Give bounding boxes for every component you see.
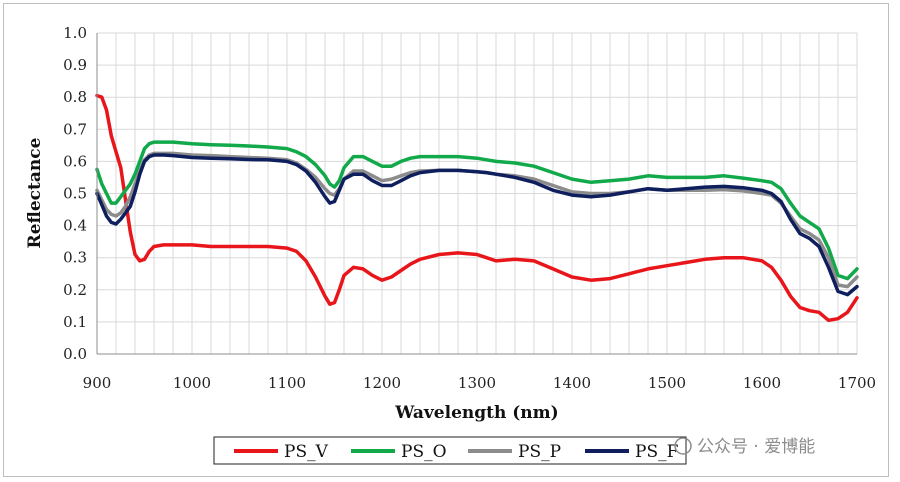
y-tick-label: 0.7 <box>63 120 87 138</box>
y-tick-label: 0.0 <box>63 345 87 363</box>
legend-label: PS_P <box>518 442 561 462</box>
watermark-left-logo: ic° <box>4 460 24 478</box>
y-tick-label: 0.9 <box>63 56 87 74</box>
series-line-ps-f <box>95 153 859 297</box>
y-tick-label: 0.5 <box>63 185 87 203</box>
y-tick-label: 0.8 <box>63 88 87 106</box>
series-layer <box>95 93 859 323</box>
watermark-left: ic° 大数跨境 <box>4 460 100 478</box>
series-line-ps-o <box>95 140 859 281</box>
x-tick-labels: 900 1000 1100 1200 1300 1400 1500 1600 1700 <box>83 374 876 392</box>
y-axis-title: Reflectance <box>25 137 45 248</box>
x-tick-label: 1700 <box>838 374 876 392</box>
wechat-icon <box>674 437 692 455</box>
y-tick-label: 0.4 <box>63 217 87 235</box>
x-tick-label: 1100 <box>268 374 306 392</box>
x-tick-label: 1200 <box>363 374 401 392</box>
x-tick-label: 1600 <box>743 374 781 392</box>
legend-label: PS_V <box>284 442 329 462</box>
x-tick-label: 1300 <box>458 374 496 392</box>
x-tick-label: 900 <box>83 374 112 392</box>
x-tick-label: 1400 <box>553 374 591 392</box>
y-tick-label: 0.6 <box>63 152 87 170</box>
series-line-ps-v <box>95 93 859 323</box>
x-tick-label: 1500 <box>648 374 686 392</box>
legend: PS_V PS_O PS_P PS_F <box>234 442 679 462</box>
x-tick-label: 1000 <box>173 374 211 392</box>
legend-label: PS_F <box>635 442 679 462</box>
x-axis-title: Wavelength (nm) <box>394 403 558 423</box>
legend-label: PS_O <box>401 442 447 462</box>
y-tick-label: 0.2 <box>63 281 87 299</box>
y-tick-label: 0.1 <box>63 313 87 331</box>
watermark-right-text: 公众号 · 爱博能 <box>697 437 815 457</box>
watermark-right: 公众号 · 爱博能 <box>674 437 815 457</box>
y-tick-label: 0.3 <box>63 249 87 267</box>
y-tick-labels: 0.0 0.1 0.2 0.3 0.4 0.5 0.6 0.7 0.8 0.9 1.0 <box>63 24 87 363</box>
watermark-left-text: 大数跨境 <box>40 460 100 478</box>
y-tick-label: 1.0 <box>63 24 87 42</box>
